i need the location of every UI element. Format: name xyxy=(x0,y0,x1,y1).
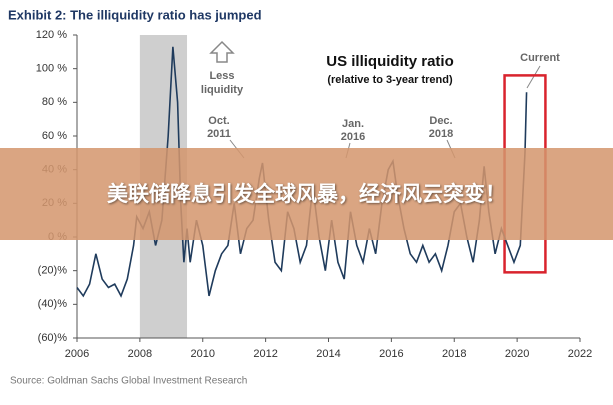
annotation: Jan. xyxy=(342,118,364,130)
x-tick-label: 2014 xyxy=(316,348,340,360)
x-tick-label: 2022 xyxy=(568,348,592,360)
annotation: 2016 xyxy=(341,131,365,143)
annotation: Oct. xyxy=(208,115,229,127)
x-tick-label: 2018 xyxy=(442,348,466,360)
annotation: liquidity xyxy=(201,84,244,96)
annotation: Current xyxy=(520,52,560,64)
y-tick-label: 120 % xyxy=(36,29,67,41)
y-tick-label: (20)% xyxy=(38,265,68,277)
x-tick-label: 2020 xyxy=(505,348,529,360)
x-tick-label: 2010 xyxy=(191,348,215,360)
y-tick-label: (60)% xyxy=(38,332,68,344)
subtitle: US illiquidity ratio xyxy=(326,53,454,70)
y-tick-label: 80 % xyxy=(42,96,67,108)
y-tick-label: 100 % xyxy=(36,63,67,75)
subtitle: (relative to 3-year trend) xyxy=(327,74,453,86)
y-tick-label: (40)% xyxy=(38,298,68,310)
x-tick-label: 2016 xyxy=(379,348,403,360)
y-tick-label: 60 % xyxy=(42,130,67,142)
x-tick-label: 2012 xyxy=(253,348,277,360)
annotation: Dec. xyxy=(429,115,452,127)
banner-text: 美联储降息引发全球风暴，经济风云突变！ xyxy=(107,182,506,206)
x-tick-label: 2006 xyxy=(65,348,89,360)
annotation: 2011 xyxy=(207,128,231,140)
arrow-icon xyxy=(209,40,235,63)
callout-line xyxy=(526,65,541,89)
banner: 美联储降息引发全球风暴，经济风云突变！ xyxy=(0,148,613,240)
annotation: Less xyxy=(209,70,234,82)
chart-title: Exhibit 2: The illiquidity ratio has jum… xyxy=(8,7,262,22)
x-tick-label: 2008 xyxy=(128,348,152,360)
annotation: 2018 xyxy=(429,128,453,140)
source: Source: Goldman Sachs Global Investment … xyxy=(10,376,247,387)
